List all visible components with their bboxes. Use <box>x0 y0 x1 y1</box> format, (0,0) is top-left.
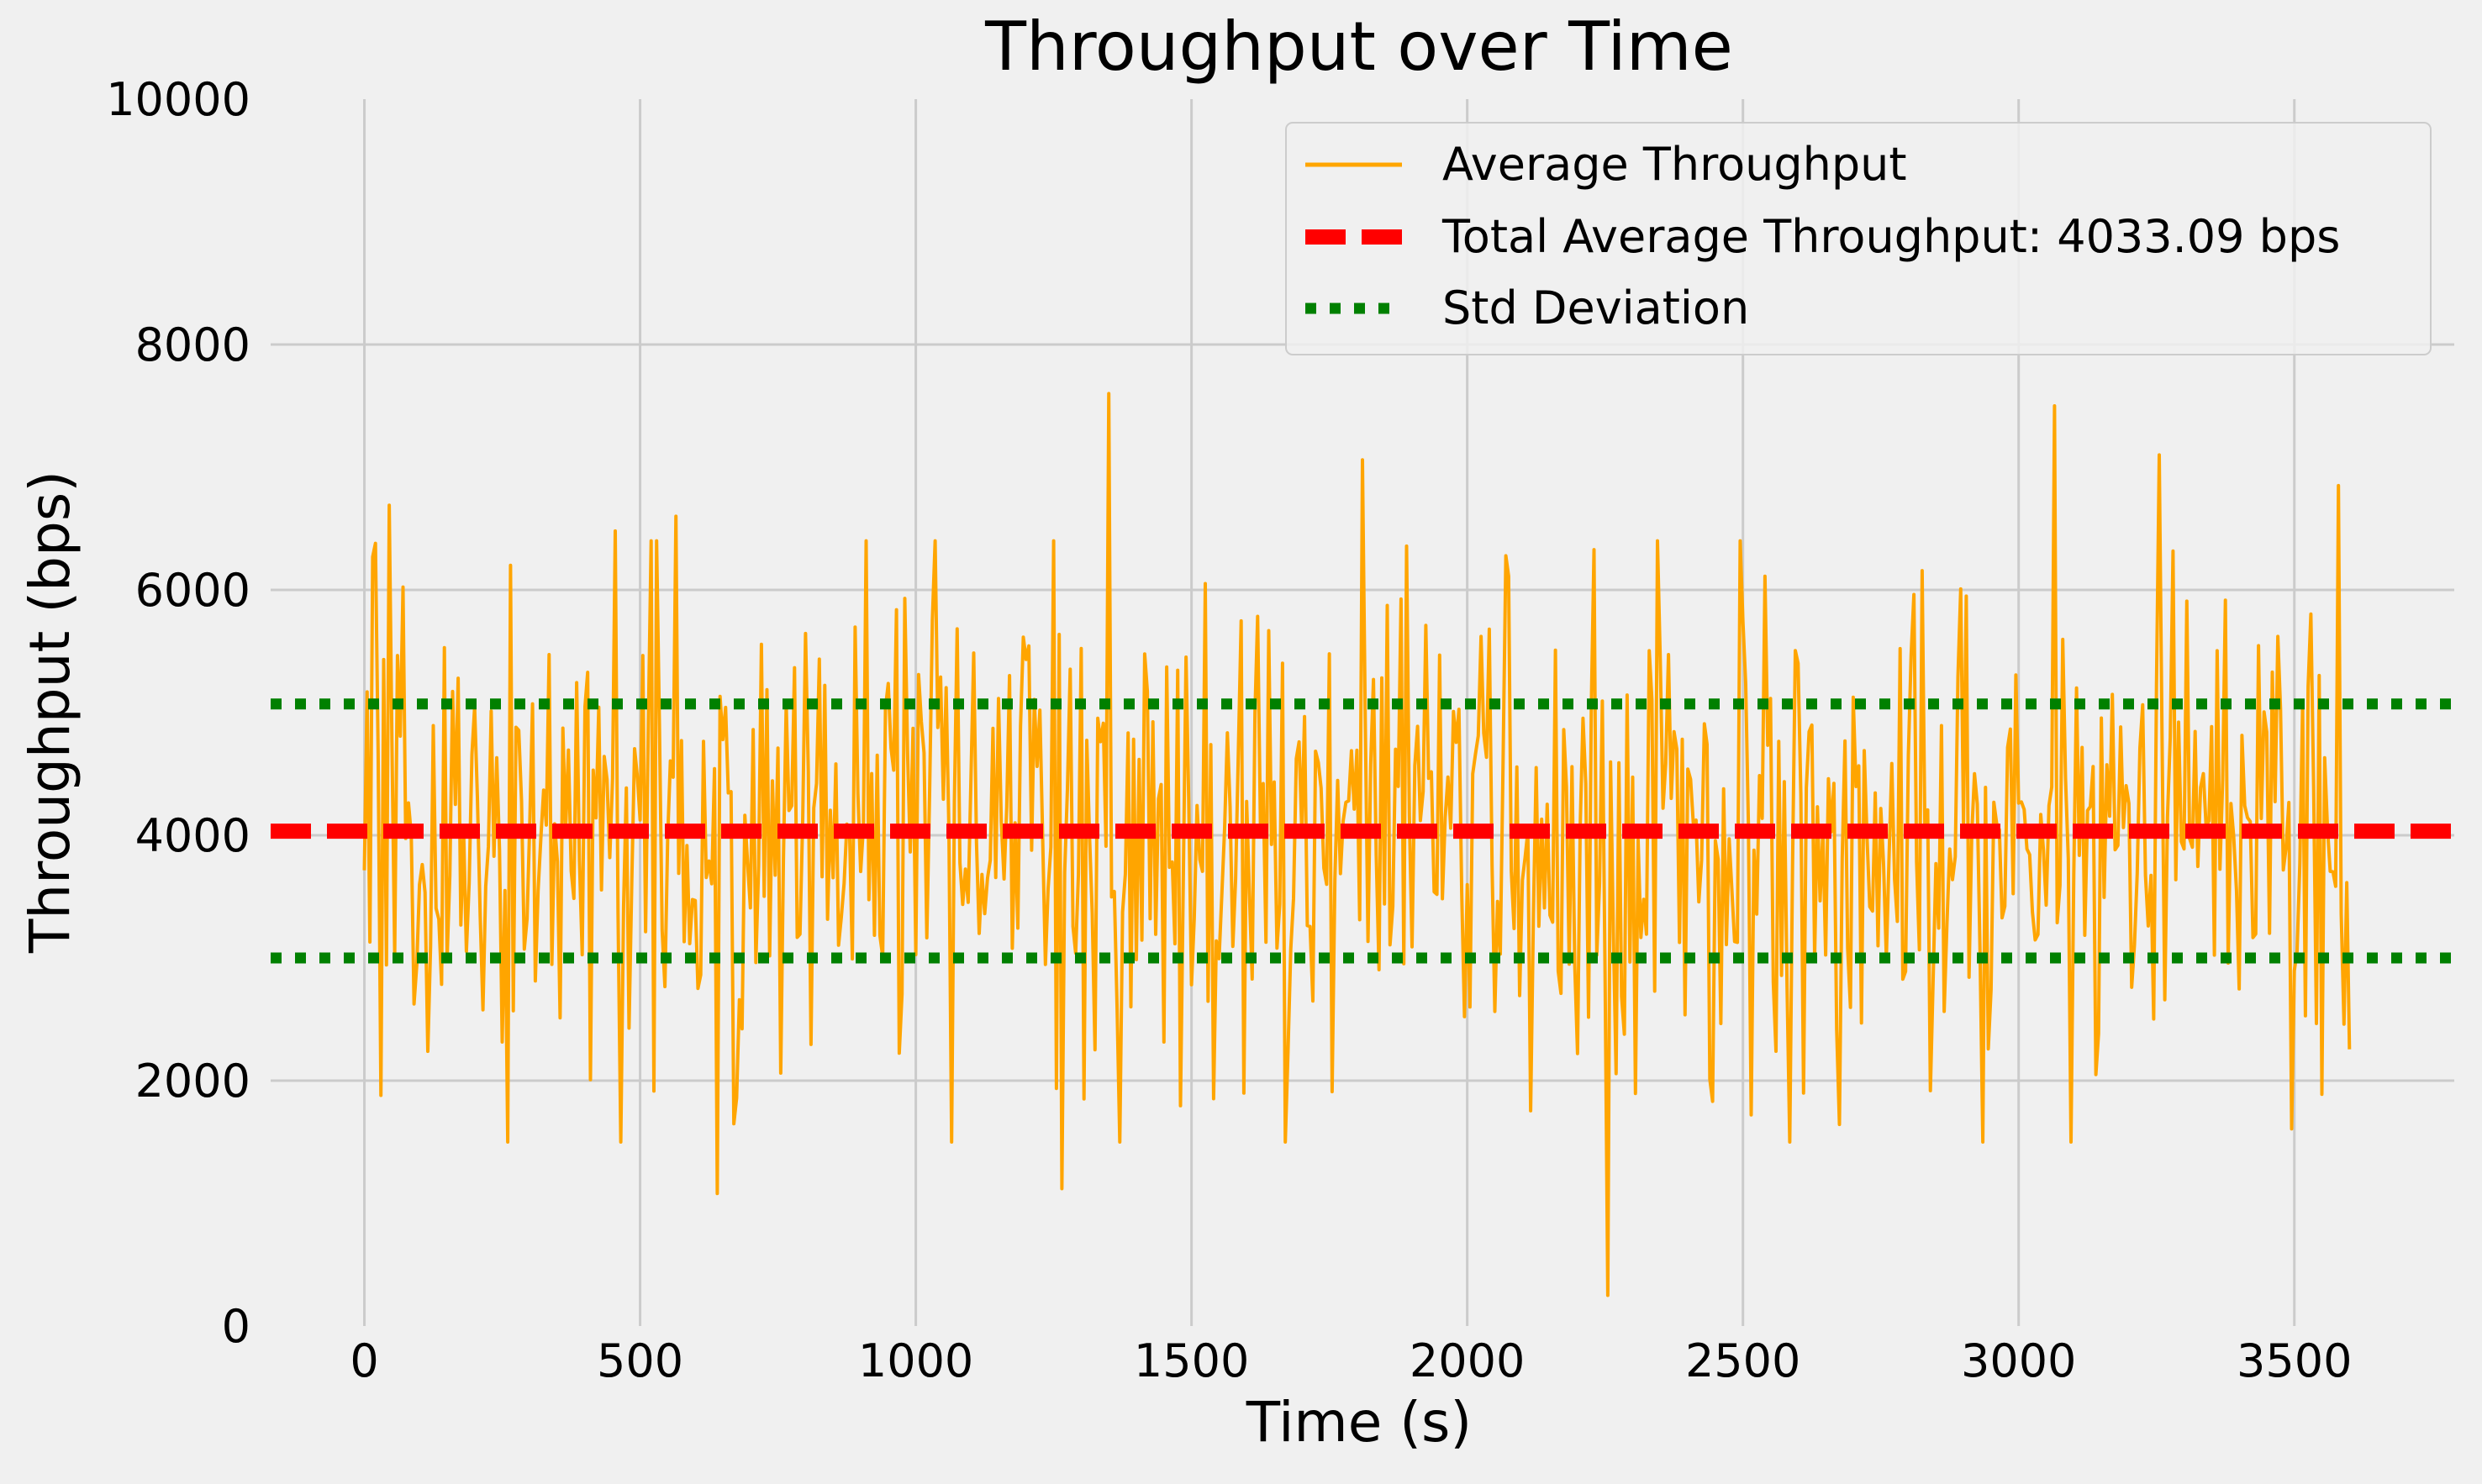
x-tick-label: 1000 <box>858 1334 973 1387</box>
y-tick-label: 0 <box>222 1300 250 1353</box>
y-tick-label: 6000 <box>135 564 250 617</box>
y-tick-label: 10000 <box>106 73 250 126</box>
y-tick-label: 8000 <box>135 318 250 371</box>
legend-box <box>1285 122 2432 355</box>
series-layer <box>271 392 2454 1297</box>
legend-label-total-average: Total Average Throughput: 4033.09 bps <box>1441 210 2340 263</box>
legend: Average Throughput Total Average Through… <box>1285 122 2432 355</box>
x-tick-label: 1500 <box>1134 1334 1249 1387</box>
average-throughput-line <box>362 392 2352 1297</box>
x-tick-label: 2500 <box>1685 1334 1800 1387</box>
x-tick-label: 3500 <box>2237 1334 2352 1387</box>
y-axis-label: Throughput (bps) <box>18 471 82 954</box>
x-tick-label: 500 <box>597 1334 683 1387</box>
legend-label-std-deviation: Std Deviation <box>1442 282 1749 334</box>
x-axis-label: Time (s) <box>1246 1390 1472 1455</box>
x-tick-label: 3000 <box>1961 1334 2076 1387</box>
x-tick-label: 2000 <box>1410 1334 1525 1387</box>
legend-label-average-throughput: Average Throughput <box>1442 138 1907 191</box>
y-tick-label: 4000 <box>135 809 250 862</box>
y-tick-label: 2000 <box>135 1055 250 1108</box>
chart-title: Throughput over Time <box>984 8 1733 86</box>
tick-layer: 0 500 1000 1500 2000 2500 3000 3500 0 2000 4000 600… <box>106 73 2352 1387</box>
x-tick-label: 0 <box>350 1334 378 1387</box>
